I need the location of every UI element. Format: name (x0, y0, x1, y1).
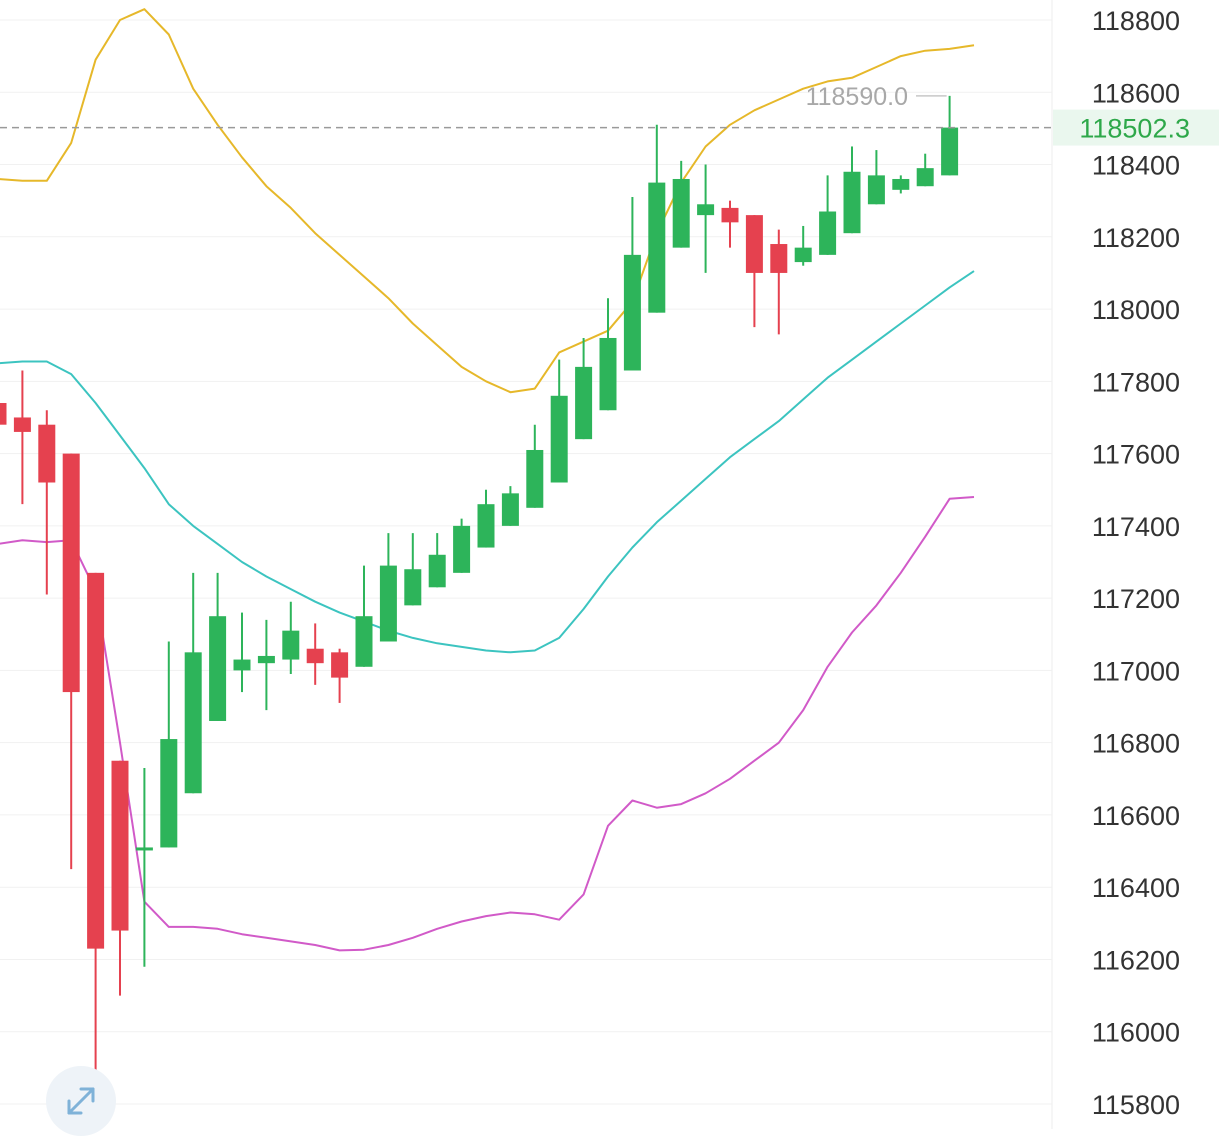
candle-body (501, 493, 519, 526)
candle-body (623, 254, 641, 371)
candle-body (916, 168, 934, 187)
candle-body (209, 616, 227, 721)
bollinger-bands (0, 8, 975, 952)
y-tick-label: 116000 (1092, 1018, 1180, 1048)
y-tick-label: 118200 (1092, 223, 1180, 253)
candle-body (355, 616, 373, 667)
candle-body (331, 652, 349, 678)
max-price-label: 118590.0 (806, 83, 908, 111)
candle-body (672, 178, 690, 248)
y-tick-label: 116800 (1092, 729, 1180, 759)
upper-band-line (0, 8, 975, 394)
candle-body (770, 244, 788, 273)
candle-body (941, 127, 959, 176)
candle-body (867, 175, 885, 205)
y-tick-label: 118400 (1092, 151, 1180, 181)
y-tick-label: 116600 (1092, 801, 1180, 831)
candle-body (13, 417, 31, 432)
y-tick-label: 117600 (1092, 440, 1180, 470)
candle-body (721, 207, 739, 223)
y-axis: 118800 118600 118400 118200 118000 117800 1176… (1092, 6, 1180, 1120)
candles (0, 95, 959, 1119)
candle-body (892, 178, 910, 190)
y-tick-label: 118800 (1092, 6, 1180, 36)
y-tick-label: 117400 (1092, 512, 1180, 542)
candle-body (38, 424, 56, 483)
candle-body (282, 630, 300, 660)
candle-body (404, 569, 422, 606)
y-tick-label: 116200 (1092, 945, 1180, 975)
candle-body (453, 525, 471, 573)
candle-body (62, 453, 80, 693)
lower-band-line (0, 496, 975, 952)
middle-band-line (0, 270, 975, 654)
y-tick-label: 117800 (1092, 367, 1180, 397)
candle-body (0, 403, 7, 425)
candle-body (794, 247, 812, 263)
y-tick-label: 115800 (1092, 1090, 1180, 1120)
y-tick-label: 118000 (1092, 295, 1180, 325)
price-markers: 118502.3 118590.0 (0, 83, 1219, 146)
candle-body (745, 215, 763, 273)
candle-body (306, 648, 324, 664)
expand-diagonal-icon (67, 1087, 95, 1115)
candle-body (575, 366, 593, 440)
y-tick-label: 116400 (1092, 873, 1180, 903)
expand-chart-button[interactable] (46, 1066, 116, 1136)
candle-body (526, 449, 544, 508)
candle-body (379, 565, 397, 642)
candle-body (599, 337, 617, 411)
candle-body (428, 554, 446, 588)
candle-body (233, 659, 251, 671)
candle-body (843, 171, 861, 234)
candle-body (648, 182, 666, 313)
candle-body (819, 211, 837, 255)
current-price-badge (1053, 109, 1219, 146)
candle-body (135, 847, 153, 851)
candle-body (184, 652, 202, 794)
candle-body (697, 204, 715, 216)
y-tick-label: 117000 (1092, 656, 1180, 686)
candle-body (257, 655, 275, 664)
y-tick-label: 117200 (1092, 584, 1180, 614)
y-tick-label: 118600 (1092, 78, 1180, 108)
candle-body (87, 572, 105, 949)
candle-body (111, 760, 129, 931)
candle-body (550, 395, 568, 483)
candle-body (477, 504, 495, 548)
current-price-label: 118502.3 (1079, 114, 1190, 144)
candle-body (160, 739, 178, 848)
